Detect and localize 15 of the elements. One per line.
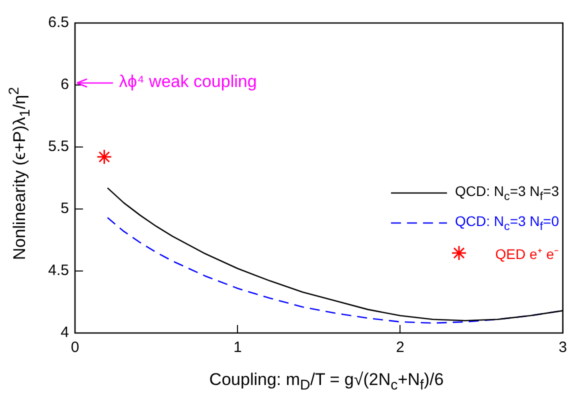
x-tick-label: 1 [233, 339, 242, 356]
legend-label: QED e⁺ e⁻ [495, 244, 559, 262]
y-tick-label: 5 [60, 200, 69, 218]
y-tick-label: 6 [60, 76, 69, 94]
x-axis-title: Coupling: m$_{D}$/T = g√(2N$_{c}$+N$_{f}$)/6 [208, 370, 445, 394]
x-tick-label: 0 [70, 339, 80, 356]
y-tick-label: 5.5 [48, 138, 69, 156]
y-tick-label: 4.5 [48, 262, 69, 280]
annotation: λϕ⁴ weak coupling [119, 72, 257, 92]
x-tick-label: 3 [558, 339, 567, 356]
x-tick-label: 2 [396, 339, 404, 356]
legend-label: QCD: N$_{c}$=3 N$_{f}$=0 [454, 213, 559, 233]
y-tick-label: 4 [60, 324, 69, 342]
legend-label: QCD: N$_{c}$=3 N$_{f}$=3 [454, 183, 559, 203]
y-tick-label: 6.5 [48, 14, 69, 32]
